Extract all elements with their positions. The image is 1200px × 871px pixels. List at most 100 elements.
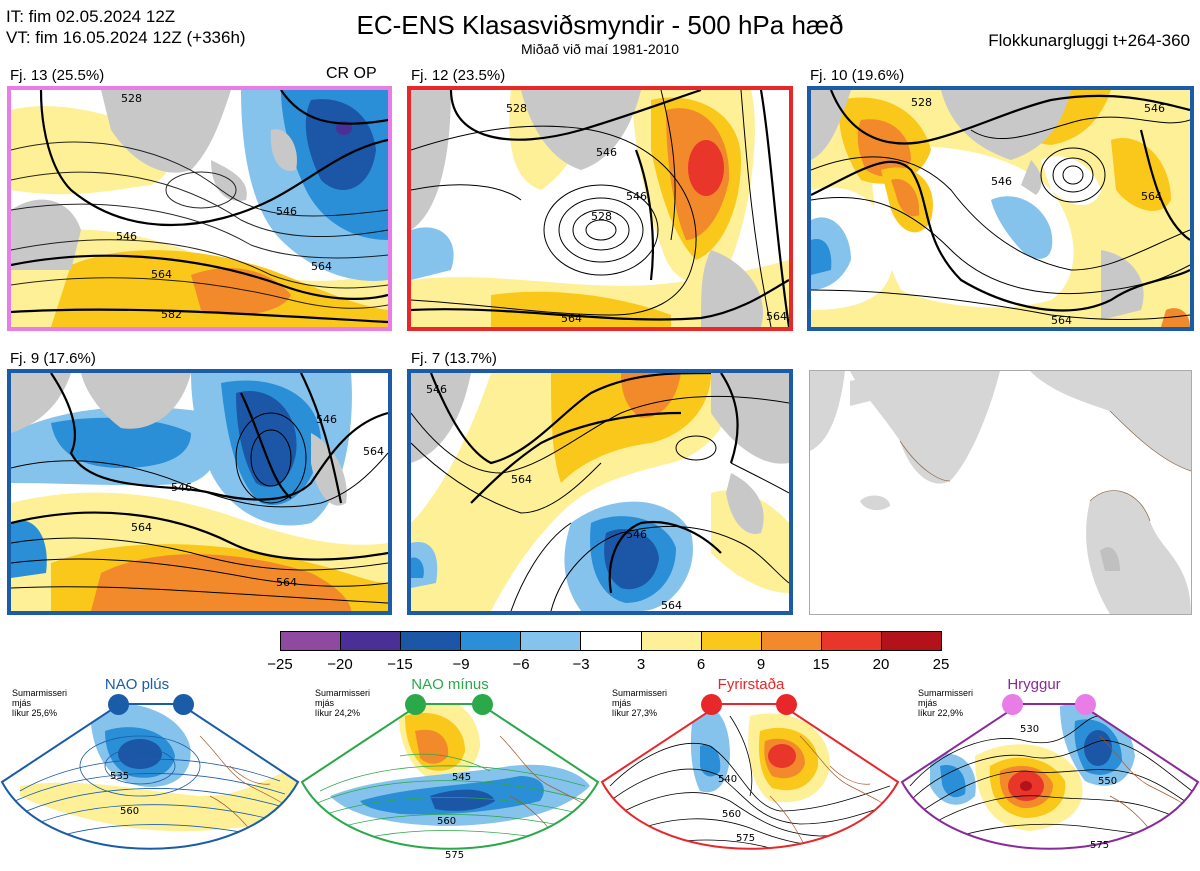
contour-label: 535 (110, 771, 129, 782)
colorbar-tick: −3 (572, 656, 590, 673)
regime-ridge-marker (1075, 694, 1096, 715)
colorbar-swatch (581, 632, 642, 650)
colorbar-tick: 25 (932, 656, 950, 673)
season-label: Sumarmisseri (315, 688, 371, 698)
regime-blocking-map: 540 560 575 (600, 703, 900, 850)
contour-label: 546 (596, 146, 617, 159)
contour-label: 546 (171, 481, 192, 494)
contour-label: 546 (316, 413, 337, 426)
colorbar-tick: 3 (636, 656, 646, 673)
colorbar-tick: 9 (756, 656, 766, 673)
contour-label: 575 (736, 833, 755, 844)
contour-label: 564 (766, 310, 787, 323)
regime-ridge-map: 530 550 575 (900, 703, 1200, 851)
page-subtitle: Miðað við maí 1981-2010 (521, 41, 679, 57)
probability-label: líkur 24,2% (315, 708, 361, 718)
colorbar-tick: 20 (872, 656, 890, 673)
contour-label: 545 (452, 772, 471, 783)
colorbar-swatch (641, 632, 702, 650)
contour-label: 546 (276, 205, 297, 218)
reference-map (809, 370, 1192, 615)
contour-label: 560 (120, 806, 139, 817)
contour-label: 530 (1020, 724, 1039, 735)
contour-label: 564 (561, 312, 582, 325)
cluster-map-9: 546 564 564 546 564 (7, 369, 392, 615)
contour-label: 564 (363, 445, 384, 458)
season-label: Sumarmisseri (918, 688, 974, 698)
contour-label: 546 (626, 190, 647, 203)
probability-label: líkur 22,9% (918, 708, 964, 718)
panel-3-label: Fj. 10 (19.6%) (810, 67, 905, 84)
regime-blocking-info: Sumarmisseri mjás líkur 27,3% (612, 688, 667, 718)
contour-label: 582 (161, 308, 182, 321)
contour-label: 564 (1141, 190, 1162, 203)
season-sublabel: mjás (612, 698, 632, 708)
panel-5-label: Fj. 7 (13.7%) (411, 350, 497, 367)
colorbar-swatch (821, 632, 882, 650)
regime-nao-plus-marker (108, 694, 129, 715)
colorbar-tick: −9 (452, 656, 470, 673)
colorbar-tick: −20 (327, 656, 353, 673)
contour-label: 564 (311, 260, 332, 273)
cluster-map-7: 546 564 546 564 (407, 369, 793, 615)
regime-nao-plus-map: 535 560 (0, 703, 300, 850)
contour-label: 560 (437, 816, 456, 827)
colorbar-swatch (701, 632, 762, 650)
panel-1-label: Fj. 13 (25.5%) (10, 67, 105, 84)
contour-label: 528 (506, 102, 527, 115)
contour-label: 546 (1144, 102, 1165, 115)
regime-nao-plus-title: NAO plús (104, 676, 170, 693)
panel-1-extra: CR OP (326, 65, 377, 82)
contour-label: 540 (718, 774, 737, 785)
probability-label: líkur 25,6% (12, 708, 58, 718)
season-sublabel: mjás (918, 698, 938, 708)
probability-label: líkur 27,3% (612, 708, 658, 718)
colorbar-swatch (341, 632, 402, 650)
contour-label: 550 (1098, 776, 1117, 787)
init-time-block: IT: fim 02.05.2024 12Z VT: fim 16.05.202… (6, 6, 246, 48)
colorbar-swatch (521, 632, 582, 650)
contour-label: 528 (121, 92, 142, 105)
regime-ridge-marker (1002, 694, 1023, 715)
colorbar-swatch (881, 632, 942, 650)
season-label: Sumarmisseri (12, 688, 68, 698)
init-time: IT: fim 02.05.2024 12Z (6, 7, 176, 26)
contour-label: 564 (276, 576, 297, 589)
regime-nao-minus-marker (405, 694, 426, 715)
panel-2-label: Fj. 12 (23.5%) (411, 67, 506, 84)
regime-ridge-info: Sumarmisseri mjás líkur 22,9% (918, 688, 973, 718)
contour-label: 564 (511, 473, 532, 486)
colorbar-tick: 15 (812, 656, 830, 673)
contour-label: 564 (151, 268, 172, 281)
contour-label: 564 (131, 521, 152, 534)
colorbar-tick: 6 (696, 656, 706, 673)
contour-label: 575 (445, 850, 464, 861)
contour-label: 575 (1090, 840, 1109, 851)
regime-nao-plus-info: Sumarmisseri mjás líkur 25,6% (12, 688, 67, 718)
contour-label: 564 (661, 599, 682, 611)
contour-label: 564 (1051, 314, 1072, 327)
colorbar-tick: −15 (387, 656, 413, 673)
season-label: Sumarmisseri (612, 688, 668, 698)
colorbar-tick: −6 (512, 656, 530, 673)
contour-label: 528 (911, 96, 932, 109)
page-title: EC-ENS Klasasviðsmyndir - 500 hPa hæð (356, 10, 844, 40)
valid-time: VT: fim 16.05.2024 12Z (+336h) (6, 28, 246, 47)
season-sublabel: mjás (12, 698, 32, 708)
colorbar-tick: −25 (267, 656, 293, 673)
regime-blocking-title: Fyrirstaða (717, 676, 785, 693)
contour-label: 546 (116, 230, 137, 243)
regime-blocking-marker (701, 694, 722, 715)
regime-nao-minus-info: Sumarmisseri mjás líkur 24,2% (315, 688, 370, 718)
season-sublabel: mjás (315, 698, 335, 708)
contour-label: 546 (426, 383, 447, 396)
classification-window: Flokkunargluggi t+264-360 (988, 31, 1190, 50)
panel-4-label: Fj. 9 (17.6%) (10, 350, 96, 367)
contour-label: 546 (626, 528, 647, 541)
cluster-map-13: 528 546 564 582 546 564 (7, 86, 392, 331)
regime-nao-minus-map: 545 560 575 (300, 703, 600, 861)
contour-label: 546 (991, 175, 1012, 188)
regime-ridge-title: Hryggur (1007, 676, 1061, 693)
cluster-map-10: 528 546 564 546 564 (807, 86, 1194, 331)
regime-nao-plus-marker (173, 694, 194, 715)
